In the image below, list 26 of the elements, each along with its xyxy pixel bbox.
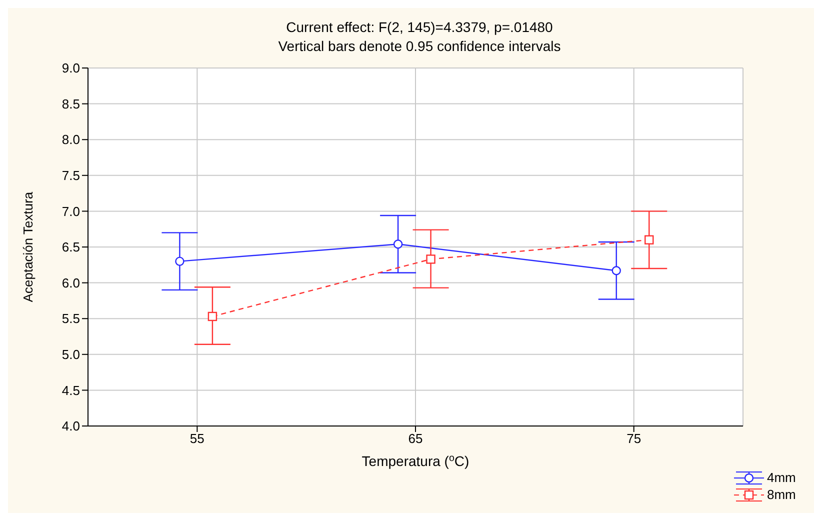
y-tick-label: 7.5	[62, 168, 80, 184]
y-tick-label: 5.0	[62, 347, 80, 362]
y-tick-label: 8.0	[62, 132, 80, 148]
y-tick-label: 6.5	[62, 240, 80, 255]
y-axis-title: Aceptación Textura	[20, 191, 36, 302]
point	[612, 266, 621, 276]
legend-label: 8mm	[767, 487, 796, 502]
chart-title: Current effect: F(2, 145)=4.3379, p=.01480	[285, 18, 554, 37]
point	[644, 235, 654, 244]
point	[208, 312, 218, 322]
x-axis-title: Temperatura ($^{o}$C)	[362, 452, 470, 469]
point	[175, 256, 184, 266]
chart-subtitle: Vertical bars denote 0.95 confidence intervals	[277, 37, 562, 56]
legend-label: 4mm	[767, 470, 796, 485]
x-tick-label: 55	[190, 431, 204, 446]
point	[426, 254, 436, 264]
y-tick-label: 5.5	[62, 311, 80, 326]
y-tick-label: 7.0	[62, 204, 80, 219]
y-tick-label: 8.5	[62, 96, 80, 112]
y-tick-label: 6.0	[62, 275, 80, 290]
x-tick-label: 75	[626, 431, 642, 446]
y-tick-label: 9.0	[62, 60, 80, 76]
x-tick-label: 65	[408, 431, 423, 446]
y-tick-label: 4.5	[62, 382, 80, 398]
y-tick-label: 4.0	[62, 418, 80, 434]
point	[393, 240, 403, 249]
